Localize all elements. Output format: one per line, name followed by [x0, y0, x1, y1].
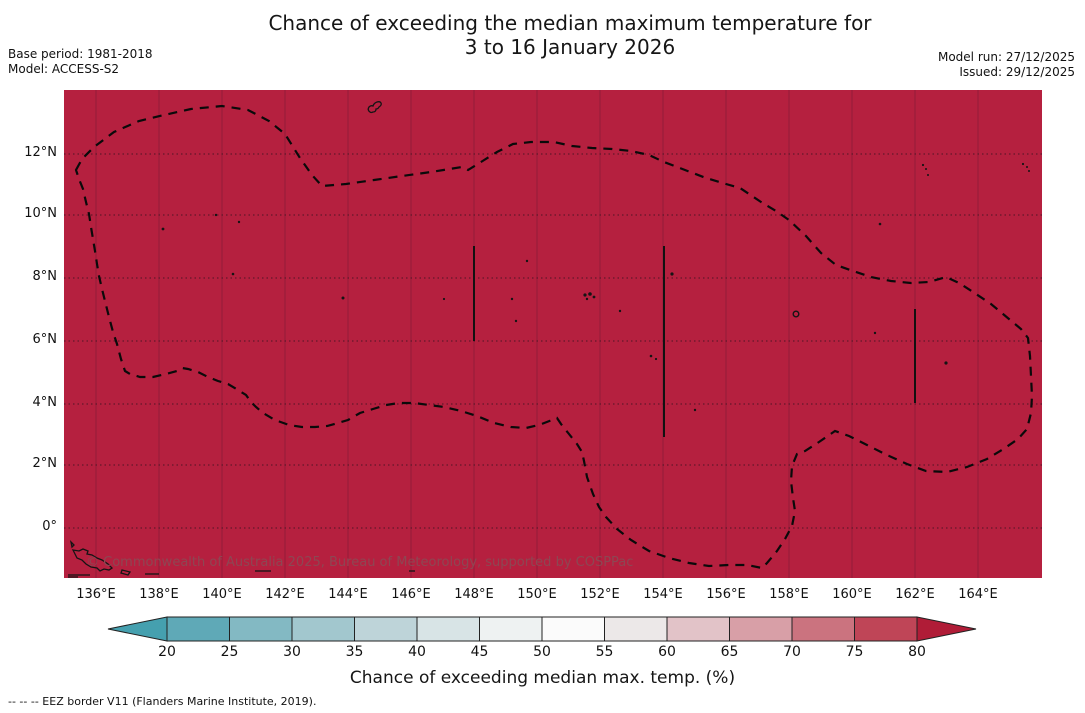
meta-left: Base period: 1981-2018 Model: ACCESS-S2 — [8, 47, 153, 77]
colorbar-right-arrow — [916, 616, 977, 642]
colorbar-tick-80: 80 — [908, 644, 926, 660]
y-axis-label-8N: 8°N — [32, 269, 58, 284]
issued-text: Issued: 29/12/2025 — [959, 65, 1075, 79]
colorbar-tick-55: 55 — [595, 644, 614, 660]
colorbar-tick-40: 40 — [408, 644, 426, 660]
x-axis-label-146E: 146°E — [391, 587, 431, 602]
x-axis-label-136E: 136°E — [76, 587, 116, 602]
coastline-outlines — [68, 540, 415, 578]
model-text: Model: ACCESS-S2 — [8, 62, 120, 76]
colorbar-tick-50: 50 — [533, 644, 551, 660]
y-axis-label-4N: 4°N — [32, 395, 58, 410]
colorbar-tick-25: 25 — [220, 644, 239, 660]
guam-outline — [367, 101, 382, 114]
colorbar-tick-70: 70 — [783, 644, 801, 660]
state-border-lines — [473, 246, 916, 437]
eez-footnote: -- -- -- EEZ border V11 (Flanders Marine… — [8, 695, 317, 708]
y-axis-label-6N: 6°N — [32, 332, 58, 347]
title-line-2: 3 to 16 January 2026 — [464, 35, 676, 59]
island-markers — [161, 162, 1030, 412]
model-run-text: Model run: 27/12/2025 — [937, 50, 1075, 64]
base-period-text: Base period: 1981-2018 — [8, 47, 153, 61]
eez-border-path — [74, 104, 1034, 570]
y-axis-label-0: 0° — [42, 519, 57, 534]
colorbar-tick-35: 35 — [345, 644, 364, 660]
x-axis-label-162E: 162°E — [895, 587, 935, 602]
x-axis-label-160E: 160°E — [832, 587, 872, 602]
page-title: Chance of exceeding the median maximum t… — [65, 11, 1075, 59]
x-axis-label-142E: 142°E — [265, 587, 305, 602]
x-axis-label-158E: 158°E — [769, 587, 809, 602]
x-axis-label-140E: 140°E — [202, 587, 242, 602]
x-axis-label-164E: 164°E — [958, 587, 998, 602]
pohnpei-island — [792, 310, 800, 318]
map-fill — [64, 90, 1042, 578]
y-axis-label-10N: 10°N — [24, 206, 57, 221]
forecast-map — [64, 90, 1042, 578]
x-axis-label-154E: 154°E — [643, 587, 683, 602]
x-axis-label-138E: 138°E — [139, 587, 179, 602]
x-axis-label-150E: 150°E — [517, 587, 557, 602]
colorbar-tick-45: 45 — [470, 644, 489, 660]
title-line-1: Chance of exceeding the median maximum t… — [268, 11, 872, 35]
colorbar-left-arrow — [107, 616, 168, 642]
colorbar-tick-20: 20 — [158, 644, 176, 660]
colorbar — [107, 616, 977, 642]
x-axis-label-148E: 148°E — [454, 587, 494, 602]
y-axis-label-2N: 2°N — [32, 456, 58, 471]
map-copyright: © Commonwealth of Australia 2025, Bureau… — [86, 555, 634, 570]
colorbar-tick-65: 65 — [720, 644, 739, 660]
x-axis-label-156E: 156°E — [706, 587, 746, 602]
x-axis-label-152E: 152°E — [580, 587, 620, 602]
meta-right: Model run: 27/12/2025 Issued: 29/12/2025 — [938, 50, 1075, 80]
colorbar-segments — [166, 616, 918, 642]
colorbar-tick-30: 30 — [283, 644, 301, 660]
colorbar-tick-60: 60 — [658, 644, 676, 660]
x-axis-label-144E: 144°E — [328, 587, 368, 602]
colorbar-tick-75: 75 — [845, 644, 864, 660]
y-axis-label-12N: 12°N — [24, 145, 57, 160]
colorbar-label: Chance of exceeding median max. temp. (%… — [349, 668, 736, 688]
